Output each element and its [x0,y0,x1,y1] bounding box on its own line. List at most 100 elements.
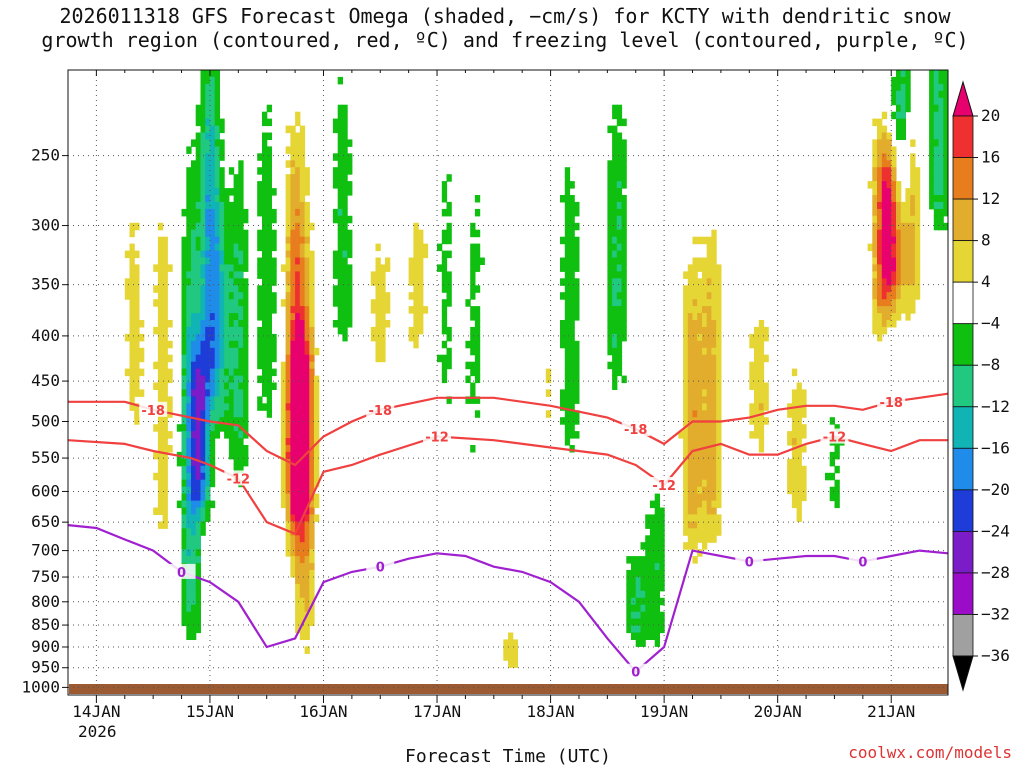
omega-cell [139,320,145,328]
omega-cell [938,215,944,224]
omega-cell [186,299,192,307]
omega-cell [186,215,192,224]
omega-cell [716,528,722,536]
omega-cell [219,403,225,411]
omega-cell [900,76,906,85]
omega-cell [129,389,135,397]
omega-cell [342,306,348,314]
omega-cell [191,188,197,196]
omega-cell [157,264,164,272]
omega-cell [711,451,717,460]
omega-cell [441,250,448,259]
omega-cell [342,292,348,300]
omega-cell [418,243,424,252]
omega-cell [659,563,665,571]
omega-cell [891,215,897,224]
omega-cell [612,313,618,321]
omega-cell [195,160,201,168]
omega-cell [711,507,717,515]
omega-cell [896,215,902,224]
omega-cell [943,118,948,127]
omega-cell [266,278,272,286]
colorbar-segment [952,572,974,615]
omega-cell [560,278,566,286]
omega-cell [205,396,211,404]
omega-cell [758,347,765,356]
omega-cell [612,201,618,210]
omega-cell [697,340,703,349]
colorbar-segment [952,364,974,408]
omega-cell [375,285,381,293]
omega-cell [309,604,315,613]
omega-cell [129,382,135,390]
omega-cell [867,243,873,252]
omega-cell [791,493,798,502]
omega-cell [299,285,306,293]
omega-cell [238,438,244,446]
omega-cell [938,83,944,92]
omega-cell [569,208,575,217]
omega-cell [616,347,623,356]
omega-cell [314,451,320,460]
omega-cell [886,188,892,196]
omega-cell [896,306,902,314]
omega-cell [692,403,698,411]
omega-cell [209,389,216,397]
omega-cell [877,229,883,238]
omega-cell [881,271,888,279]
omega-cell [896,208,902,217]
omega-cell [375,278,381,286]
omega-cell [181,250,187,259]
omega-cell [309,278,315,286]
omega-cell [157,521,164,529]
omega-cell [290,125,296,134]
y-tick-label: 350 [31,275,60,294]
omega-cell [749,333,755,342]
omega-cell [162,285,168,293]
omega-cell [233,465,239,474]
omega-cell [257,243,263,252]
omega-cell [309,326,315,335]
omega-cell [749,410,755,418]
omega-cell [654,590,660,599]
omega-cell [285,146,291,154]
omega-cell [612,111,618,120]
omega-cell [375,292,381,300]
colorbar-label: −20 [981,480,1010,499]
omega-cell [337,153,343,161]
omega-cell [616,292,623,300]
omega-cell [692,396,698,404]
omega-cell [716,486,722,495]
omega-cell [758,320,765,328]
omega-cell [692,264,698,272]
omega-cell [295,278,301,286]
omega-cell [309,313,315,321]
omega-cell [205,354,211,363]
omega-cell [304,243,310,252]
omega-cell [238,285,244,293]
omega-cell [290,236,296,245]
omega-cell [716,375,722,384]
omega-cell [758,333,765,342]
omega-cell [243,403,249,411]
omega-cell [938,167,944,175]
omega-cell [129,299,135,307]
omega-cell [474,243,481,252]
omega-cell [209,257,216,265]
omega-cell [607,278,613,286]
omega-cell [304,326,310,335]
omega-cell [290,243,296,252]
omega-cell [290,299,296,307]
omega-cell [801,431,807,439]
omega-cell [692,535,698,543]
omega-cell [290,250,296,259]
omega-cell [375,299,381,307]
omega-cell [929,181,935,189]
omega-cell [134,368,140,377]
omega-cell [295,264,301,272]
omega-cell [186,479,192,488]
omega-cell [702,347,708,356]
omega-cell [153,382,159,390]
omega-cell [706,507,712,515]
omega-cell [271,215,277,224]
